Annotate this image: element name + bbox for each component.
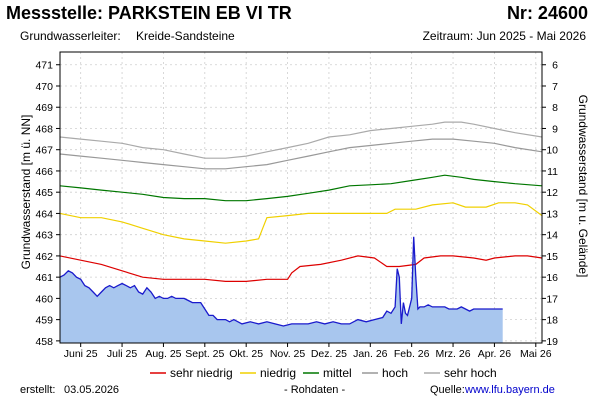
legend-label-sehr-niedrig: sehr niedrig xyxy=(170,366,233,380)
y-tick-label-right: 17 xyxy=(546,293,558,305)
y-tick-label-right: 16 xyxy=(546,272,558,284)
y-tick-label-left: 471 xyxy=(35,60,53,72)
x-tick-label: Dez. 25 xyxy=(311,348,347,360)
time-period: Zeitraum: Jun 2025 - Mai 2026 xyxy=(422,29,586,43)
y-tick-label-left: 458 xyxy=(35,336,53,348)
y-tick-label-right: 6 xyxy=(552,60,558,72)
x-tick-label: Feb. 26 xyxy=(394,348,430,360)
x-tick-label: Aug. 25 xyxy=(145,348,181,360)
station-number: Nr: 24600 xyxy=(506,3,588,23)
series-measured xyxy=(59,236,503,327)
y-tick-label-right: 14 xyxy=(546,230,558,242)
y-tick-label-right: 18 xyxy=(546,315,558,327)
y-tick-label-right: 7 xyxy=(552,81,558,93)
y-tick-label-left: 466 xyxy=(35,166,53,178)
grid-lines xyxy=(60,52,542,343)
y-tick-label-right: 10 xyxy=(546,145,558,157)
x-tick-label: Okt. 25 xyxy=(229,348,263,360)
x-tick-label: Apr. 26 xyxy=(478,348,511,360)
series-niedrig xyxy=(59,202,543,244)
aquifer-label: Grundwasserleiter: xyxy=(20,29,121,43)
legend-label-sehr-hoch: sehr hoch xyxy=(444,366,497,380)
x-tick-label: Juli 25 xyxy=(107,348,138,360)
y-tick-label-left: 463 xyxy=(35,230,53,242)
x-tick-label: Mai 26 xyxy=(520,348,552,360)
raw-data-note: - Rohdaten - xyxy=(284,384,346,396)
x-tick-label: Jan. 26 xyxy=(353,348,388,360)
legend-label-niedrig: niedrig xyxy=(260,366,296,380)
aquifer-value: Kreide-Sandsteine xyxy=(136,29,235,43)
station-title: Messstelle: PARKSTEIN EB VI TR xyxy=(6,3,292,23)
y-tick-label-left: 461 xyxy=(35,272,53,284)
measured-area xyxy=(60,236,503,343)
x-tick-label: Mrz. 26 xyxy=(436,348,471,360)
legend: sehr niedrig niedrig mittel hoch sehr hoch xyxy=(150,366,497,380)
created-date: 03.05.2026 xyxy=(64,384,120,396)
y-tick-label-left: 462 xyxy=(35,251,53,263)
plot-frame xyxy=(59,51,543,344)
y-tick-label-right: 9 xyxy=(552,123,558,135)
source-link[interactable]: www.lfu.bayern.de xyxy=(465,384,555,396)
created-label: erstellt: xyxy=(20,384,56,396)
y-tick-label-right: 11 xyxy=(547,166,558,178)
y-tick-label-left: 460 xyxy=(35,293,53,305)
measured-line xyxy=(59,236,503,327)
series-sehr-niedrig xyxy=(59,255,543,282)
y-tick-label-left: 467 xyxy=(35,145,53,157)
y-tick-label-right: 12 xyxy=(546,187,558,199)
y-axis-label-left: Grundwasserstand [m ü. NN] xyxy=(19,114,33,270)
reference-lines xyxy=(59,121,543,282)
y-tick-label-right: 19 xyxy=(546,336,558,348)
y-tick-label-left: 470 xyxy=(35,81,53,93)
y-tick-label-left: 468 xyxy=(35,123,53,135)
axes: 458 19 459 18 460 17 461 16 462 15 463 14 464 13 465 12… xyxy=(35,51,558,360)
y-axis-label-right: Grundwasserstand [m u. Gelände] xyxy=(576,94,590,278)
y-tick-label-left: 469 xyxy=(35,102,53,114)
legend-label-mittel: mittel xyxy=(323,366,352,380)
x-tick-label: Juni 25 xyxy=(64,348,98,360)
x-tick-label: Sept. 25 xyxy=(185,348,224,360)
series-mittel xyxy=(59,174,543,202)
y-tick-label-left: 464 xyxy=(35,208,53,220)
y-tick-label-left: 465 xyxy=(35,187,53,199)
measured-area-fill xyxy=(60,236,503,343)
source-label: Quelle: xyxy=(430,384,465,396)
y-tick-label-right: 13 xyxy=(546,208,558,220)
legend-label-hoch: hoch xyxy=(382,366,408,380)
x-tick-label: Nov. 25 xyxy=(270,348,306,360)
y-tick-label-right: 8 xyxy=(552,102,558,114)
y-tick-label-left: 459 xyxy=(35,315,53,327)
series-sehr-hoch xyxy=(59,121,543,159)
y-tick-label-right: 15 xyxy=(546,251,558,263)
series-hoch xyxy=(59,138,543,170)
